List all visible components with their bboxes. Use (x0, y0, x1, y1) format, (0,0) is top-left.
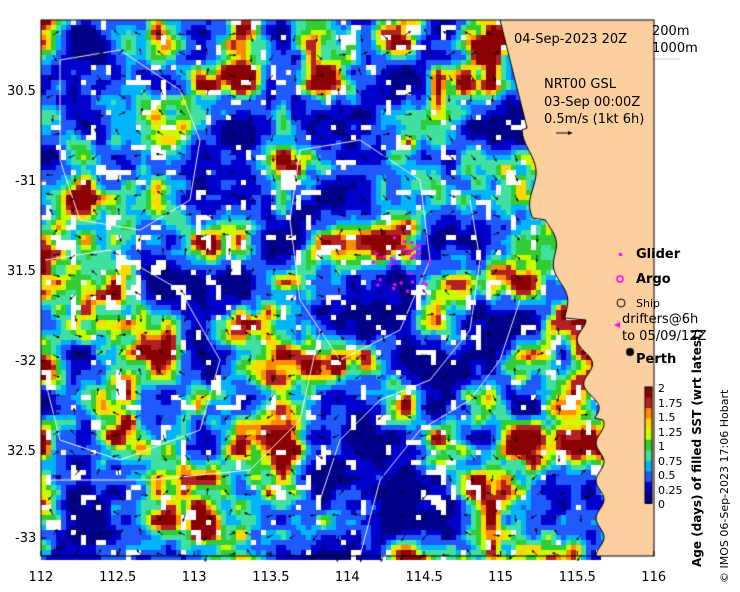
current-label-source: NRT00 GSL (544, 77, 616, 92)
legend-drifters-line1: drifters@6h (622, 312, 699, 327)
colorbar-tick: 0.25 (658, 484, 683, 497)
y-tick: 30.5 (7, 84, 36, 99)
y-tick: -32 (15, 354, 37, 369)
colorbar-tick: 2 (658, 382, 665, 395)
current-label-time: 03-Sep 00:00Z (544, 95, 641, 110)
x-tick: 115.5 (558, 570, 596, 585)
x-tick: 114 (334, 570, 360, 585)
colorbar-tick: 1 (658, 440, 665, 453)
perth-label: Perth (636, 352, 677, 367)
x-tick: 113 (181, 570, 207, 585)
y-tick: -33 (15, 531, 37, 546)
date-label: 04-Sep-2023 20Z (514, 32, 628, 47)
colorbar-tick: 1.75 (658, 397, 683, 410)
y-tick: 31.5 (7, 264, 36, 279)
x-tick: 113.5 (252, 570, 290, 585)
y-tick: -31 (15, 174, 37, 189)
credit-text: © IMOS 06-Sep-2023 17:06 Hobart (718, 389, 731, 583)
colorbar-tick: 0.75 (658, 455, 683, 468)
legend-drifters-line2: to 05/09/12Z (622, 329, 707, 344)
x-tick: 115 (488, 570, 513, 585)
legend-argo: Argo (636, 272, 671, 287)
y-tick: 32.5 (7, 444, 36, 459)
x-tick: 116 (641, 570, 667, 585)
colorbar-tick: 0 (658, 498, 665, 511)
colorbar-tick: 0.5 (658, 469, 676, 482)
contour-label-1000m: 1000m (652, 41, 698, 56)
x-tick: 112.5 (99, 570, 137, 585)
x-tick: 112 (28, 570, 54, 585)
colorbar-tick: 1.25 (658, 426, 683, 439)
legend-ship: Ship (636, 297, 660, 310)
colorbar-tick: 1.5 (658, 411, 676, 424)
current-label-scale: 0.5m/s (1kt 6h) (544, 112, 645, 127)
colorbar-title: Age (days) of filled SST (wrt latest) (690, 328, 704, 567)
legend-glider: Glider (636, 247, 681, 262)
x-tick: 114.5 (405, 570, 443, 585)
contour-label-200m: 200m (652, 24, 690, 39)
